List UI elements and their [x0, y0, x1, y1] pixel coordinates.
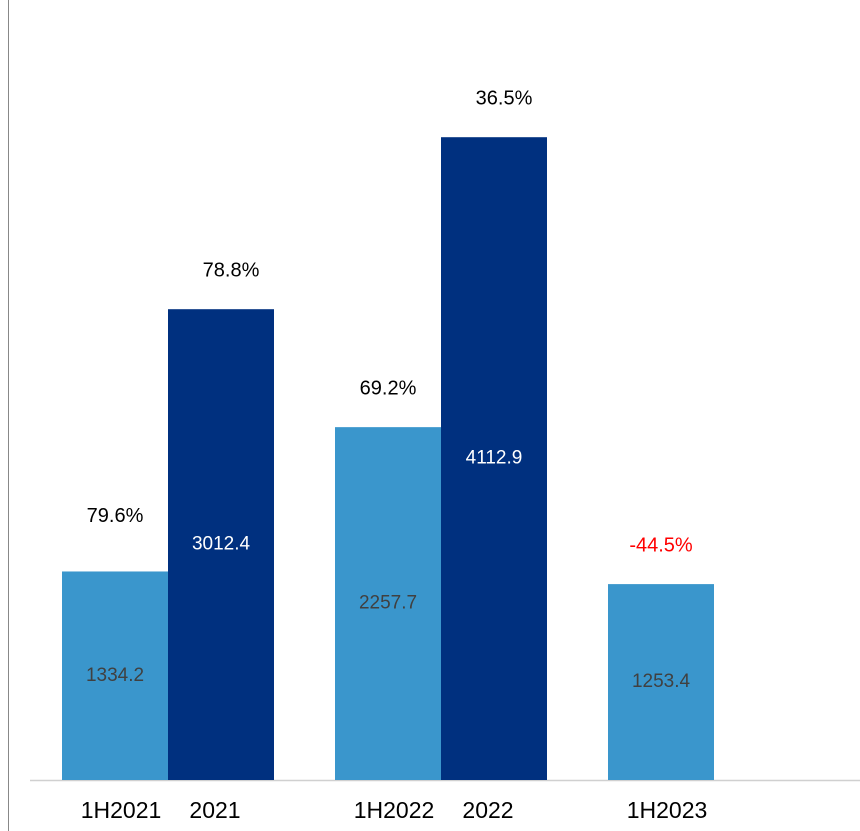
bar	[441, 137, 547, 780]
growth-label: 69.2%	[360, 377, 417, 399]
value-label: 4112.9	[466, 448, 523, 469]
bar	[335, 427, 441, 780]
bar	[168, 309, 274, 780]
bar	[62, 571, 168, 780]
x-tick-label: 2021	[189, 797, 240, 823]
x-tick-label: 1H2023	[627, 797, 708, 823]
growth-label: 78.8%	[203, 259, 260, 281]
value-label: 3012.4	[192, 534, 251, 555]
growth-label: 36.5%	[476, 87, 533, 109]
x-tick-label: 1H2021	[81, 797, 162, 823]
x-tick-label: 1H2022	[354, 797, 435, 823]
bar	[608, 584, 714, 780]
x-tick-label: 2022	[462, 797, 513, 823]
value-label: 1253.4	[632, 671, 691, 692]
growth-label: 79.6%	[87, 505, 144, 527]
value-label: 2257.7	[359, 593, 417, 614]
value-label: 1334.2	[86, 665, 144, 686]
growth-label: -44.5%	[629, 534, 693, 556]
